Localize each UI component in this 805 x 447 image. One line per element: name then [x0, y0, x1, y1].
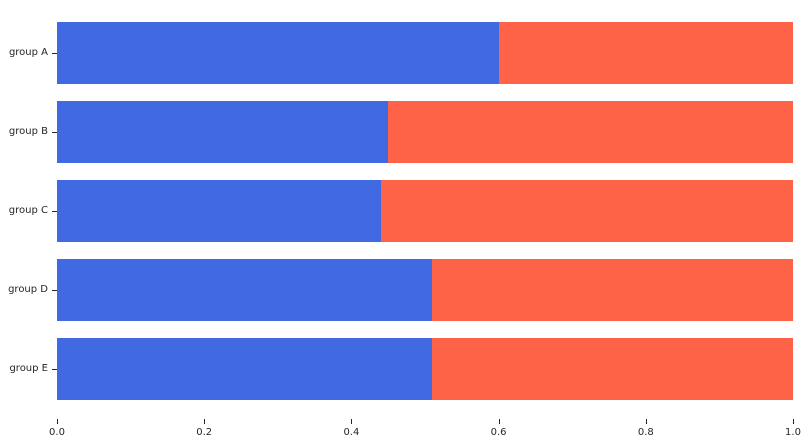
y-tick-mark [52, 369, 57, 370]
x-tick-label: 0.4 [343, 427, 360, 438]
x-tick-mark [57, 419, 58, 424]
x-tick-mark [204, 419, 206, 424]
bar-segment-tomato [432, 259, 793, 321]
y-tick-mark [52, 132, 57, 133]
bar-segment-tomato [432, 338, 793, 400]
x-tick-mark [351, 419, 353, 424]
x-tick-label: 1.0 [785, 427, 801, 438]
bar-segment-tomato [388, 101, 793, 163]
x-tick-label: 0.0 [49, 427, 65, 438]
bar-segment-blue [57, 101, 389, 163]
y-tick-label: group E [9, 363, 48, 374]
bar-row [57, 180, 793, 242]
y-tick-label: group C [8, 205, 48, 216]
x-tick-label: 0.6 [490, 427, 507, 438]
bar-row [57, 22, 793, 84]
bar-segment-blue [57, 22, 499, 84]
y-tick-label: group B [8, 126, 48, 137]
x-tick-label: 0.8 [637, 427, 654, 438]
bar-segment-blue [57, 180, 381, 242]
x-tick-mark [793, 419, 794, 424]
y-tick-label: group D [8, 284, 48, 295]
y-tick-mark [52, 290, 57, 291]
y-tick-label: group A [8, 47, 48, 58]
x-tick-label: 0.2 [196, 427, 213, 438]
bar-row [57, 259, 793, 321]
x-tick-mark [645, 419, 647, 424]
bar-row [57, 101, 793, 163]
y-tick-mark [52, 211, 57, 212]
bar-segment-blue [57, 259, 433, 321]
bar-segment-tomato [380, 180, 793, 242]
bar-row [57, 338, 793, 400]
x-tick-mark [498, 419, 500, 424]
bar-segment-blue [57, 338, 433, 400]
y-tick-mark [52, 53, 57, 54]
bar-segment-tomato [498, 22, 793, 84]
